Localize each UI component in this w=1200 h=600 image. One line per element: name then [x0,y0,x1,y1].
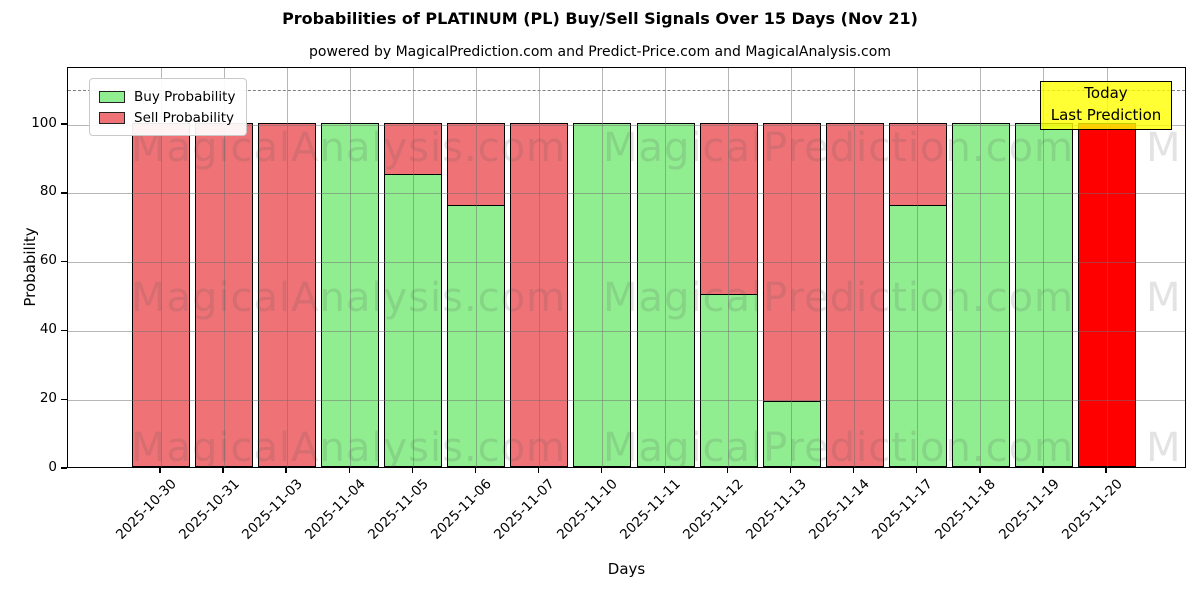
y-tick-mark [61,398,67,400]
x-tick-label-text: 2025-11-19 [995,476,1063,543]
y-tick-label: 0 [48,458,57,475]
x-tick-mark [663,468,666,473]
gridline-horizontal [68,124,1185,126]
today-annotation: Today Last Prediction [1040,81,1172,130]
gridline-vertical [980,68,982,467]
x-tick-mark [853,468,855,473]
x-tick-label-text: 2025-11-04 [301,476,369,543]
x-tick-label-text: 2025-11-14 [806,476,874,543]
y-tick-label: 20 [39,389,57,406]
gridline-vertical [160,68,162,467]
gridline-vertical [349,68,351,467]
y-tick-mark [61,329,67,332]
chart-subtitle: powered by MagicalPrediction.com and Pre… [309,44,891,60]
legend-item-sell: Sell Probability [99,107,235,128]
y-tick-mark [61,261,67,263]
gridline-vertical [538,68,540,467]
watermark-text: M [1146,275,1182,321]
gridline-vertical [475,68,477,467]
today-annotation-line1: Today [1084,84,1128,102]
x-tick-mark [474,468,476,473]
x-tick-mark [537,468,540,473]
y-tick-label: 80 [39,183,57,200]
x-tick-mark [1042,468,1044,473]
threshold-dashed-line [68,89,1185,91]
x-axis-label: Days [607,560,646,578]
x-tick-mark [348,468,350,473]
today-annotation-line2: Last Prediction [1050,105,1162,124]
gridline-vertical [854,68,856,467]
x-tick-label-text: 2025-11-07 [490,476,558,543]
y-axis-label: Probability [21,227,39,307]
legend-swatch-sell [99,111,125,124]
y-tick-mark [61,467,67,469]
y-tick-label: 100 [31,114,57,131]
y-tick-mark [61,123,67,125]
gridline-vertical [286,68,288,467]
gridline-vertical [665,68,667,467]
x-tick-label-text: 2025-11-05 [364,476,432,543]
watermark-text: M [1146,125,1182,171]
x-tick-label-text: 2025-11-03 [238,476,306,543]
legend-swatch-buy [99,90,125,103]
x-tick-label-text: 2025-11-17 [869,476,937,543]
legend-item-buy: Buy Probability [99,86,235,107]
x-tick-label-text: 2025-11-13 [743,476,811,543]
x-tick-mark [726,468,729,473]
x-tick-mark [600,468,603,473]
gridline-horizontal [68,262,1185,264]
x-tick-mark [790,468,792,473]
x-tick-mark [222,468,224,473]
legend-label-buy: Buy Probability [134,88,236,105]
gridline-vertical [728,68,730,467]
x-tick-mark [1105,468,1107,473]
x-tick-label-text: 2025-11-18 [932,476,1000,543]
x-tick-mark [916,468,918,473]
x-tick-label-text: 2025-10-31 [175,476,243,543]
gridline-vertical [601,68,603,467]
gridline-vertical [223,68,225,467]
gridline-vertical [791,68,793,467]
legend: Buy Probability Sell Probability [89,78,248,136]
x-tick-label-text: 2025-11-11 [617,476,684,543]
x-tick-label-text: 2025-11-10 [553,476,621,543]
y-tick-label: 40 [39,320,57,337]
gridline-vertical [412,68,414,467]
y-tick-label: 60 [39,252,57,269]
gridline-vertical [917,68,919,467]
x-tick-label-text: 2025-11-20 [1058,476,1126,543]
x-tick-mark [285,468,287,473]
plot-area: Buy Probability Sell Probability Today L… [67,67,1186,468]
y-tick-mark [61,192,67,194]
x-tick-mark [411,468,413,473]
gridline-horizontal [68,330,1185,332]
x-tick-mark [159,468,161,473]
watermark-text: M [1146,425,1182,468]
gridline-horizontal [68,193,1185,195]
x-tick-label-text: 2025-10-30 [112,476,180,543]
gridline-vertical [1106,68,1108,467]
x-tick-mark [979,468,981,473]
x-tick-label-text: 2025-11-06 [427,476,495,543]
gridline-vertical [1043,68,1045,467]
chart-title: Probabilities of PLATINUM (PL) Buy/Sell … [282,9,918,28]
gridline-horizontal [68,399,1185,401]
legend-label-sell: Sell Probability [134,109,235,126]
x-tick-label-text: 2025-11-12 [680,476,747,543]
